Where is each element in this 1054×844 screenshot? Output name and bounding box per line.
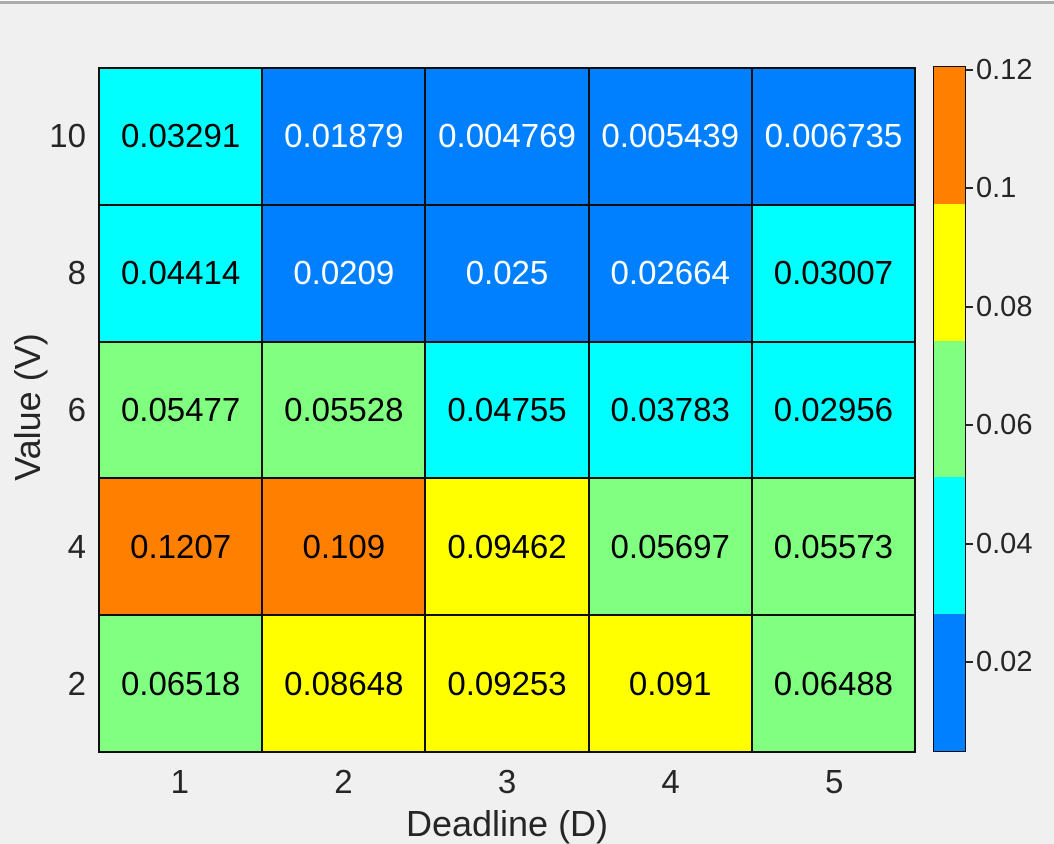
heatmap-cell-v10-d4: 0.005439 xyxy=(588,68,752,205)
heatmap-cell-v2-d2: 0.08648 xyxy=(262,615,426,752)
colorbar-tick-label-0.12: 0.12 xyxy=(976,54,1033,87)
y-tick-label-4: 4 xyxy=(67,528,86,566)
heatmap-cell-v6-d3: 0.04755 xyxy=(425,341,589,479)
x-tick-label-3: 3 xyxy=(497,763,517,800)
colorbar-band-orange xyxy=(934,67,965,204)
heatmap-cell-v8-d4: 0.02664 xyxy=(588,204,752,342)
x-tick-label-1: 1 xyxy=(170,763,189,800)
colorbar-tick-0.02 xyxy=(966,660,973,663)
heatmap-cell-v10-d3: 0.004769 xyxy=(425,68,589,205)
heatmap-cell-v8-d1: 0.04414 xyxy=(99,204,263,342)
x-tick-label-5: 5 xyxy=(825,763,844,800)
heatmap-cell-v6-d1: 0.05477 xyxy=(99,341,263,479)
heatmap-cell-v8-d3: 0.025 xyxy=(425,204,589,342)
y-tick-label-8: 8 xyxy=(67,253,86,291)
heatmap-cell-v4-d1: 0.1207 xyxy=(99,478,263,616)
heatmap-cell-v10-d2: 0.01879 xyxy=(262,68,426,205)
window-top-highlight xyxy=(0,0,1054,1)
colorbar-band-cyan xyxy=(934,477,965,615)
heatmap-cell-v2-d3: 0.09253 xyxy=(425,615,589,752)
heatmap-cell-v8-d5: 0.03007 xyxy=(751,204,915,342)
y-tick-label-6: 6 xyxy=(67,391,86,428)
x-axis-label: Deadline (D) xyxy=(405,803,609,844)
heatmap-cell-v6-d2: 0.05528 xyxy=(262,341,426,479)
colorbar-tick-label-0.08: 0.08 xyxy=(976,290,1033,323)
heatmap-cell-v2-d1: 0.06518 xyxy=(99,615,263,752)
heatmap-cell-v4-d4: 0.05697 xyxy=(588,478,752,616)
colorbar-tick-0.04 xyxy=(966,542,973,545)
heatmap-cell-v10-d1: 0.03291 xyxy=(99,68,263,205)
heatmap-cell-v2-d5: 0.06488 xyxy=(751,615,915,752)
colorbar-tick-0.1 xyxy=(966,187,973,190)
heatmap-cell-v10-d5: 0.006735 xyxy=(751,68,915,205)
heatmap-cell-v4-d5: 0.05573 xyxy=(751,478,915,616)
colorbar-band-yellow xyxy=(934,203,965,341)
colorbar-tick-0.08 xyxy=(966,305,973,308)
heatmap-cell-v6-d4: 0.03783 xyxy=(588,341,752,479)
colorbar-tick-label-0.02: 0.02 xyxy=(976,645,1033,678)
colorbar-band-blue xyxy=(934,614,965,751)
heatmap-cell-v4-d2: 0.109 xyxy=(262,478,426,616)
heatmap-grid: 0.03291 0.01879 0.004769 0.005439 0.006735 0.… xyxy=(98,67,916,753)
heatmap-cell-v6-d5: 0.02956 xyxy=(751,341,915,479)
colorbar-tick-label-0.1: 0.1 xyxy=(976,172,1017,205)
x-tick-label-2: 2 xyxy=(334,763,353,800)
heatmap-cell-v4-d3: 0.09462 xyxy=(425,478,589,616)
colorbar-tick-label-0.04: 0.04 xyxy=(976,527,1033,560)
y-tick-label-2: 2 xyxy=(67,665,86,703)
colorbar-tick-label-0.06: 0.06 xyxy=(976,409,1033,442)
x-tick-label-4: 4 xyxy=(661,763,680,800)
heatmap-cell-v8-d2: 0.0209 xyxy=(262,204,426,342)
colorbar-tick-0.06 xyxy=(966,424,973,427)
window-top-edge xyxy=(0,1,1054,4)
colorbar xyxy=(933,66,966,752)
colorbar-band-green xyxy=(934,340,965,478)
y-tick-label-10: 10 xyxy=(49,116,86,154)
heatmap-cell-v2-d4: 0.091 xyxy=(588,615,752,752)
colorbar-tick-0.12 xyxy=(966,69,973,72)
